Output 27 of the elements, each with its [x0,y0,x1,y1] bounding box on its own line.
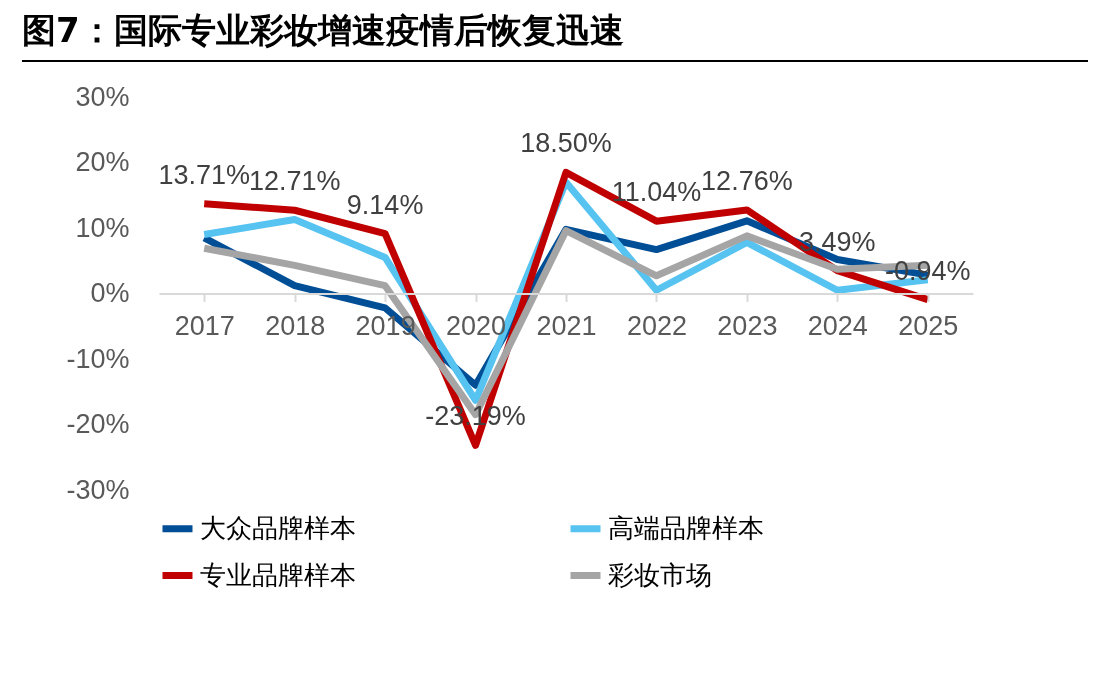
legend-label: 高端品牌样本 [608,512,764,543]
y-tick-label: 30% [75,81,130,112]
y-tick-label: -10% [66,343,130,374]
chart-title: 图7：国际专业彩妆增速疫情后恢复迅速 [22,8,1088,62]
x-tick-label: 2022 [626,311,687,341]
data-label: 9.14% [346,189,424,220]
x-tick-label: 2025 [898,311,959,341]
legend-label: 专业品牌样本 [200,559,356,590]
x-tick-label: 2018 [265,311,326,341]
x-tick-label: 2024 [807,311,868,341]
data-label: 12.76% [701,165,793,196]
legend-label: 彩妆市场 [608,559,712,590]
y-tick-label: -20% [66,409,130,439]
y-tick-label: 0% [90,278,130,308]
x-tick-label: 2021 [536,311,597,341]
data-label: 13.71% [158,159,251,190]
x-tick-label: 2023 [717,311,778,341]
x-tick-label: 2017 [174,311,235,341]
data-label: 12.71% [248,166,341,197]
data-label: -0.94% [885,255,971,286]
y-tick-label: -30% [66,474,130,505]
y-tick-label: 20% [75,147,130,177]
data-label: 18.50% [520,128,612,159]
legend-label: 大众品牌样本 [200,512,356,543]
data-label: 11.04% [611,177,702,208]
y-tick-label: 10% [75,212,130,243]
data-label: 3.49% [799,226,876,257]
